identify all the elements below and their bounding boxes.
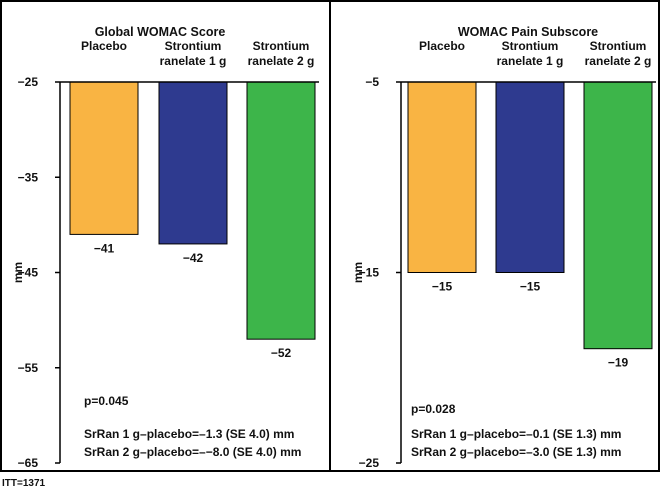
bar — [246, 81, 316, 340]
bar — [69, 81, 139, 235]
category-label: Strontium — [502, 39, 559, 53]
bar-value-label: −15 — [432, 280, 453, 294]
p-value-annotation: p=0.045 — [84, 394, 129, 408]
y-axis-label: mm — [351, 262, 365, 283]
panel-title: Global WOMAC Score — [95, 25, 226, 39]
bar — [495, 81, 565, 273]
difference-annotation-1g: SrRan 1 g–placebo=–0.1 (SE 1.3) mm — [411, 427, 621, 441]
bar-value-label: −52 — [271, 346, 292, 360]
p-value-annotation: p=0.028 — [411, 402, 456, 416]
category-label: Placebo — [419, 39, 465, 53]
category-label-line2: ranelate 1 g — [160, 54, 227, 68]
category-label: Strontium — [590, 39, 647, 53]
category-label-line2: ranelate 1 g — [497, 54, 564, 68]
category-label: Strontium — [165, 39, 222, 53]
footer-itt: ITT=1371 — [2, 478, 46, 489]
panel-title: WOMAC Pain Subscore — [458, 25, 598, 39]
category-label: Placebo — [81, 39, 127, 53]
y-tick-label: −15 — [359, 266, 380, 280]
bar — [407, 81, 477, 273]
difference-annotation-2g: SrRan 2 g–placebo=–−8.0 (SE 4.0) mm — [84, 445, 301, 459]
difference-annotation-1g: SrRan 1 g–placebo=–1.3 (SE 4.0) mm — [84, 427, 294, 441]
y-axis-label: mm — [11, 262, 25, 283]
bar — [158, 81, 228, 245]
bar-value-label: −19 — [608, 356, 629, 370]
y-tick-label: −35 — [18, 170, 39, 184]
difference-annotation-2g: SrRan 2 g–placebo=–3.0 (SE 1.3) mm — [411, 445, 621, 459]
y-tick-label: −25 — [18, 75, 39, 89]
bar-value-label: −42 — [183, 251, 204, 265]
bar-value-label: −15 — [520, 280, 541, 294]
bar-value-label: −41 — [94, 241, 115, 255]
category-label-line2: ranelate 2 g — [585, 54, 652, 68]
bar — [583, 81, 653, 350]
y-tick-label: −5 — [365, 75, 379, 89]
category-label: Strontium — [253, 39, 310, 53]
y-tick-label: −25 — [359, 456, 380, 470]
y-tick-label: −45 — [18, 266, 39, 280]
category-label-line2: ranelate 2 g — [248, 54, 315, 68]
y-tick-label: −65 — [18, 456, 39, 470]
y-tick-label: −55 — [18, 361, 39, 375]
